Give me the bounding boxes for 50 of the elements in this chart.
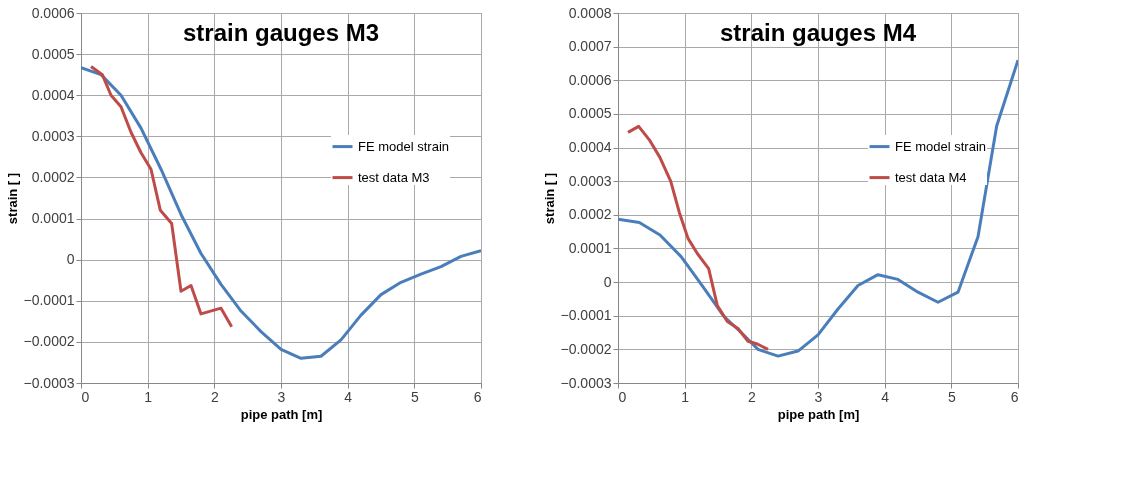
chart-title: strain gauges M4 — [719, 19, 917, 46]
x-tick-label: 3 — [814, 388, 823, 405]
legend-label: FE model strain — [358, 138, 450, 154]
y-tick-label: 0.0002 — [568, 206, 612, 223]
y-tick-label: 0.0006 — [31, 4, 75, 21]
y-tick-label: 0.0001 — [31, 210, 75, 227]
y-tick-label: 0.0003 — [568, 172, 612, 189]
x-tick-label: 0 — [618, 388, 627, 405]
line-series — [81, 66, 481, 360]
legend-label: test data M3 — [358, 169, 430, 185]
y-tick-label: 0.0001 — [568, 239, 612, 256]
x-axis-title: pipe path [m] — [777, 406, 860, 422]
x-tick-label: 2 — [747, 388, 756, 405]
x-tick-label: 0 — [81, 388, 90, 405]
legend-label: test data M4 — [895, 169, 967, 185]
line-series — [626, 124, 770, 351]
y-tick-label: 0.0004 — [568, 139, 612, 156]
x-tick-label: 4 — [344, 388, 353, 405]
x-tick-label: 1 — [144, 388, 153, 405]
y-tick-label: 0.0008 — [568, 4, 612, 21]
y-tick-label: −0.0001 — [560, 307, 612, 324]
y-tick-label: 0.0005 — [31, 45, 75, 62]
y-tick-label: −0.0001 — [23, 292, 75, 309]
line-series — [89, 64, 234, 329]
x-tick-label: 1 — [681, 388, 690, 405]
legend-label: FE model strain — [895, 138, 987, 154]
y-axis-title: strain [ ] — [541, 172, 557, 225]
y-tick-label: −0.0002 — [560, 340, 612, 357]
x-tick-label: 5 — [410, 388, 419, 405]
y-tick-label: 0.0003 — [31, 127, 75, 144]
y-tick-label: 0 — [66, 251, 75, 268]
x-axis-title: pipe path [m] — [240, 406, 323, 422]
y-tick-label: 0 — [603, 273, 612, 290]
x-tick-label: 6 — [473, 388, 482, 405]
chart-title: strain gauges M3 — [182, 19, 380, 46]
line-series — [618, 58, 1018, 358]
y-tick-label: 0.0007 — [568, 38, 612, 55]
x-tick-label: 2 — [210, 388, 219, 405]
x-tick-label: 4 — [881, 388, 890, 405]
y-tick-label: 0.0004 — [31, 86, 75, 103]
y-tick-label: −0.0002 — [23, 333, 75, 350]
y-tick-label: 0.0002 — [31, 168, 75, 185]
y-tick-label: 0.0006 — [568, 71, 612, 88]
x-tick-label: 6 — [1010, 388, 1019, 405]
x-tick-label: 3 — [277, 388, 286, 405]
y-tick-label: −0.0003 — [23, 374, 75, 391]
x-tick-label: 5 — [947, 388, 956, 405]
y-tick-label: −0.0003 — [560, 374, 612, 391]
y-axis-title: strain [ ] — [4, 172, 20, 225]
y-tick-label: 0.0005 — [568, 105, 612, 122]
